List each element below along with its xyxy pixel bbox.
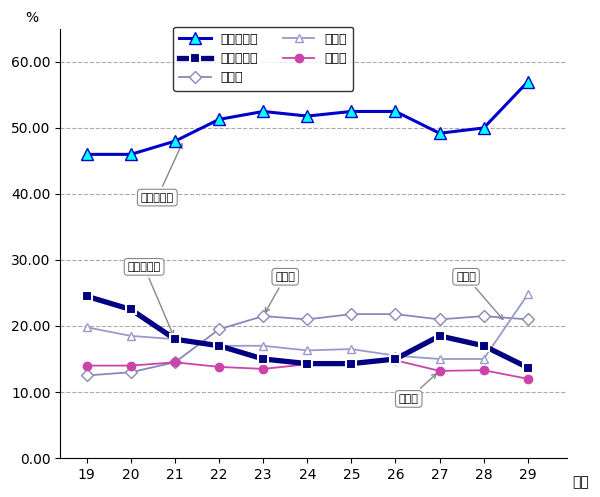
Legend: 義務的経費, 投資的経費, 扶助費, 人件費, 公債費: 義務的経費, 投資的経費, 扶助費, 人件費, 公債費 [173,27,353,90]
人件費 [436,356,443,362]
投資的経費 [392,356,399,362]
扶助費 [524,317,532,323]
投資的経費 [480,343,487,349]
Line: 扶助費: 扶助費 [83,310,532,380]
人件費 [83,325,91,331]
人件費 [480,356,487,362]
Line: 義務的経費: 義務的経費 [81,76,533,160]
扶助費 [436,317,443,323]
Text: %: % [25,10,38,25]
公債費 [480,367,487,373]
Line: 投資的経費: 投資的経費 [82,291,533,372]
投資的経費 [215,343,223,349]
扶助費 [127,369,134,375]
投資的経費 [172,336,179,342]
Line: 人件費: 人件費 [83,290,532,363]
人件費 [392,353,399,359]
義務的経費 [83,152,91,158]
義務的経費 [392,108,399,114]
公債費 [127,363,134,369]
義務的経費 [480,125,487,131]
扶助費 [304,317,311,323]
公債費 [215,364,223,370]
人件費 [172,336,179,342]
投資的経費 [436,333,443,339]
扶助費 [260,313,267,319]
人件費 [127,333,134,339]
Text: 公債費: 公債費 [399,374,436,404]
義務的経費 [348,108,355,114]
公債費 [524,376,532,382]
Text: 投資的経費: 投資的経費 [128,262,173,335]
人件費 [215,343,223,349]
公債費 [436,368,443,374]
人件費 [348,346,355,352]
Line: 公債費: 公債費 [83,356,532,383]
公債費 [83,363,91,369]
扶助費 [348,311,355,317]
人件費 [524,291,532,297]
義務的経費 [127,152,134,158]
投資的経費 [127,307,134,313]
公債費 [260,366,267,372]
扶助費 [172,359,179,365]
扶助費 [215,327,223,332]
扶助費 [392,311,399,317]
義務的経費 [524,79,532,84]
扶助費 [83,373,91,379]
義務的経費 [260,108,267,114]
公債費 [304,361,311,367]
Text: 年度: 年度 [572,475,589,489]
投資的経費 [260,356,267,362]
扶助費 [480,313,487,319]
投資的経費 [348,361,355,367]
投資的経費 [304,361,311,367]
義務的経費 [436,130,443,136]
義務的経費 [172,138,179,144]
公債費 [172,359,179,365]
人件費 [260,343,267,349]
義務的経費 [215,116,223,122]
投資的経費 [83,293,91,299]
Text: 義務的経費: 義務的経費 [141,144,182,203]
公債費 [392,357,399,363]
Text: 人件費: 人件費 [456,272,503,320]
義務的経費 [304,113,311,119]
投資的経費 [524,365,532,371]
公債費 [348,361,355,367]
Text: 扶助費: 扶助費 [265,272,295,312]
人件費 [304,347,311,353]
